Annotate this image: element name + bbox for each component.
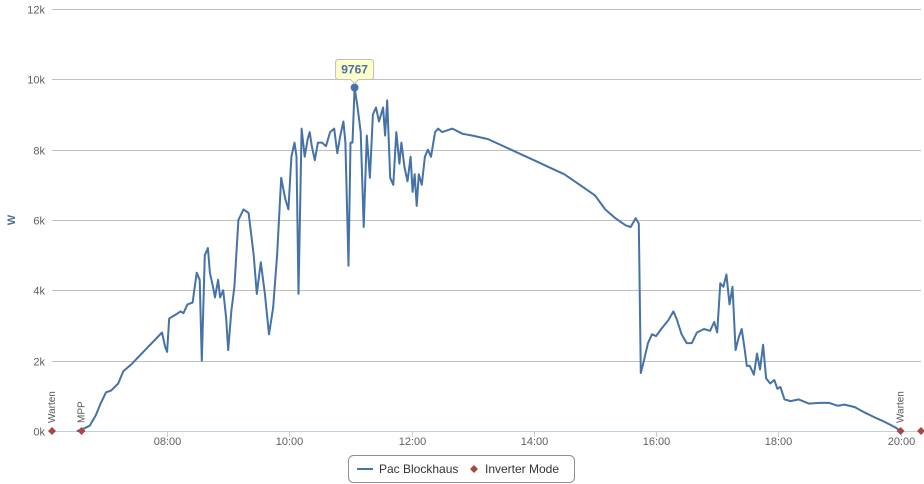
peak-tooltip-box — [335, 59, 375, 85]
y-tick-label: 10k — [27, 75, 45, 87]
y-tick-label: 2k — [33, 357, 45, 369]
x-tick-label: 16:00 — [643, 436, 671, 448]
x-tick-label: 08:00 — [154, 436, 182, 448]
x-tick-label: 18:00 — [765, 436, 793, 448]
legend-item-inverter-mode[interactable]: Inverter Mode — [485, 462, 559, 476]
x-tick-label: 14:00 — [521, 436, 549, 448]
y-tick-label: 8k — [33, 146, 45, 158]
inverter-mode-marker — [48, 427, 56, 435]
inverter-mode-label: Warten — [47, 391, 58, 423]
legend-box — [348, 455, 575, 483]
axes: 0k 2k 4k 6k 8k 10k 12k W 08:00 10:00 12:00 14:00 16:… — [6, 5, 921, 448]
y-tick-label: 4k — [33, 286, 45, 298]
tooltip: 9767 — [335, 59, 375, 92]
x-tick-label: 12:00 — [399, 436, 427, 448]
y-tick-label: 12k — [27, 5, 45, 17]
x-tick-label: 10:00 — [276, 436, 304, 448]
peak-point — [350, 83, 359, 92]
legend-item-pac-blockhaus[interactable]: Pac Blockhaus — [379, 462, 458, 476]
y-axis-title: W — [6, 214, 18, 225]
peak-data-label: 9767 — [341, 63, 368, 77]
mode-markers: Warten MPP Warten — [47, 391, 924, 435]
y-tick-label: 0k — [33, 427, 45, 439]
inverter-mode-label: MPP — [77, 401, 88, 423]
series — [76, 86, 902, 432]
y-tick-label: 6k — [33, 216, 45, 228]
grid-lines — [52, 9, 921, 432]
inverter-mode-marker — [77, 427, 86, 435]
legend-swatch-inverter-mode — [470, 465, 478, 473]
series-line-pac-blockhaus — [76, 86, 902, 432]
x-tick-label: 20:00 — [888, 436, 916, 448]
inverter-mode-marker — [896, 427, 905, 435]
inverter-mode-label: Warten — [896, 391, 907, 423]
inverter-mode-marker — [917, 427, 924, 435]
legend[interactable]: Pac Blockhaus Inverter Mode — [348, 455, 575, 483]
